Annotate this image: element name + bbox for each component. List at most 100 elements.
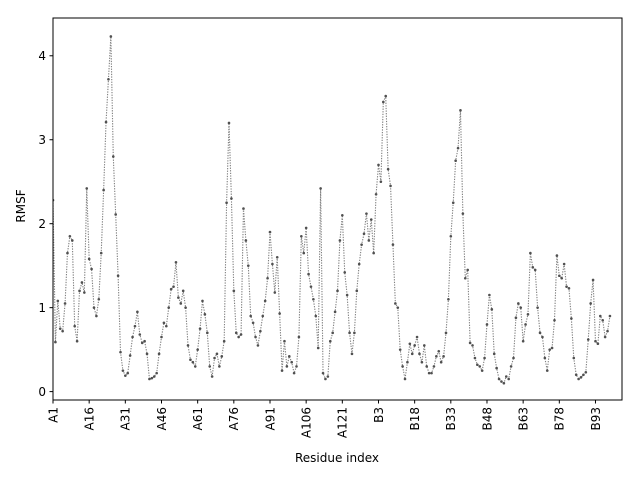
- data-point: [145, 352, 149, 356]
- data-point: [227, 121, 231, 125]
- data-point: [263, 299, 267, 303]
- data-point: [319, 187, 322, 190]
- data-point: [302, 251, 306, 255]
- data-point: [87, 257, 91, 261]
- data-point: [203, 313, 207, 316]
- data-point: [220, 355, 224, 358]
- data-point: [186, 344, 190, 347]
- data-point: [591, 278, 595, 282]
- data-point: [545, 369, 549, 372]
- data-point: [538, 331, 542, 335]
- data-point: [83, 291, 86, 294]
- data-point: [437, 350, 441, 353]
- data-point: [410, 352, 414, 356]
- data-point: [124, 374, 127, 377]
- data-point: [521, 339, 525, 343]
- data-point: [66, 251, 69, 255]
- data-point: [324, 377, 327, 381]
- x-tick-label: A106: [299, 407, 313, 438]
- data-point: [285, 365, 289, 368]
- data-point: [463, 276, 467, 280]
- data-point: [242, 207, 245, 210]
- data-point: [512, 356, 515, 360]
- data-point: [292, 371, 296, 375]
- x-tick-label: A16: [82, 407, 96, 430]
- data-point: [490, 308, 494, 311]
- data-point: [58, 327, 62, 330]
- data-point: [374, 193, 378, 196]
- data-point: [524, 323, 527, 326]
- data-point: [423, 344, 426, 347]
- data-point: [177, 296, 180, 299]
- data-point: [550, 346, 554, 350]
- data-point: [254, 335, 257, 339]
- data-point: [466, 268, 469, 272]
- data-point: [430, 371, 433, 375]
- data-point: [312, 297, 315, 301]
- data-point: [548, 348, 551, 351]
- data-point: [126, 371, 130, 375]
- data-point: [555, 254, 559, 257]
- data-point: [427, 371, 431, 375]
- data-point: [558, 274, 561, 278]
- data-point: [155, 371, 158, 375]
- data-point: [444, 331, 448, 335]
- plot-frame: [52, 17, 623, 401]
- data-point: [343, 271, 347, 274]
- data-point: [157, 352, 161, 356]
- data-point: [97, 297, 101, 301]
- data-point: [435, 355, 438, 358]
- y-tick-label: 4: [38, 49, 46, 63]
- data-point: [109, 35, 113, 38]
- data-point: [138, 333, 142, 336]
- data-point: [379, 180, 383, 184]
- x-tick-label: B63: [516, 407, 530, 431]
- y-tick-label: 2: [38, 217, 46, 231]
- data-point: [273, 291, 277, 294]
- plot-area: [53, 35, 612, 385]
- data-point: [425, 365, 429, 368]
- data-point: [244, 239, 248, 242]
- y-tick-label: 1: [38, 301, 46, 315]
- data-point: [341, 214, 344, 217]
- data-point: [461, 212, 465, 215]
- data-point: [143, 339, 146, 343]
- data-point: [485, 323, 489, 326]
- data-point: [449, 234, 453, 238]
- data-point: [584, 370, 588, 374]
- data-point: [360, 243, 363, 246]
- data-point: [68, 234, 72, 238]
- data-point: [181, 289, 185, 293]
- data-point: [418, 352, 421, 356]
- data-point: [198, 327, 202, 330]
- data-point: [104, 120, 108, 124]
- data-point: [140, 341, 144, 345]
- data-point: [432, 365, 436, 368]
- data-point: [553, 318, 556, 322]
- data-point: [500, 380, 503, 383]
- data-point: [230, 197, 233, 200]
- data-point: [338, 239, 342, 242]
- y-tick-label: 3: [38, 133, 46, 147]
- data-point: [222, 339, 226, 343]
- data-point: [606, 329, 609, 333]
- x-tick-label: A61: [191, 407, 205, 430]
- data-point: [350, 352, 354, 356]
- data-point: [295, 365, 298, 368]
- data-point: [196, 348, 199, 351]
- data-point: [382, 100, 385, 104]
- data-point: [567, 287, 571, 290]
- data-point: [497, 377, 501, 381]
- data-point: [314, 314, 318, 318]
- data-point: [355, 289, 359, 293]
- data-point: [331, 331, 334, 335]
- data-point: [509, 365, 513, 368]
- data-point: [99, 251, 103, 255]
- data-point: [271, 262, 274, 266]
- data-point: [259, 329, 262, 333]
- data-point: [353, 331, 356, 335]
- data-point: [488, 293, 491, 297]
- data-point: [536, 306, 539, 309]
- data-point: [225, 201, 228, 204]
- x-tick-label: B3: [372, 407, 386, 423]
